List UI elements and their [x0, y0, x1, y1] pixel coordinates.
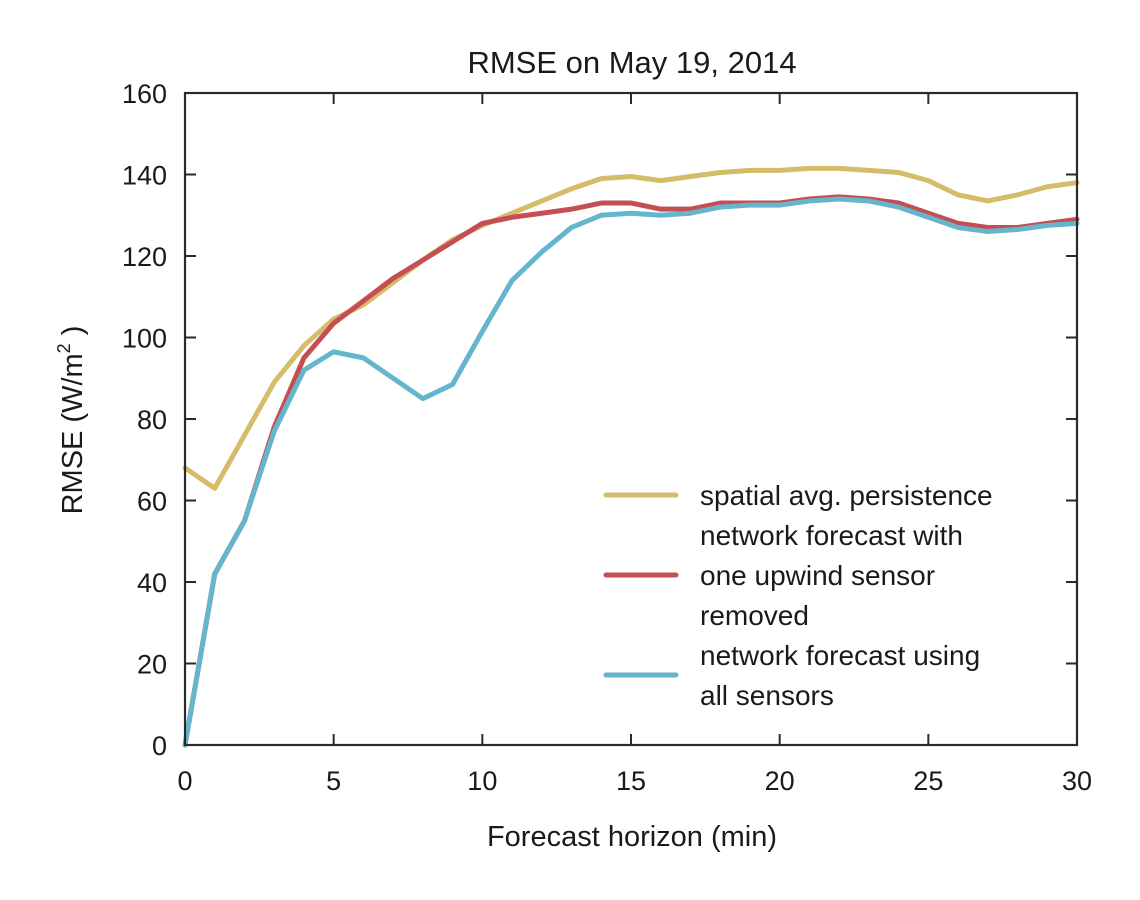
legend: spatial avg. persistence network forecast…: [603, 480, 993, 711]
x-tick-label: 30: [1062, 766, 1092, 796]
y-axis-label-main: RMSE (W/m: [57, 353, 89, 514]
x-tick-label: 10: [467, 766, 497, 796]
chart-title: RMSE on May 19, 2014: [467, 45, 796, 80]
legend-label-3: all sensors: [700, 680, 834, 711]
x-tick-label: 25: [913, 766, 943, 796]
legend-label-2: network forecast with: [700, 520, 963, 551]
y-axis-label-superscript: 2: [54, 343, 74, 353]
legend-label-2: removed: [700, 600, 809, 631]
legend-label-3: network forecast using: [700, 640, 980, 671]
series-line-1: [182, 165, 1080, 491]
y-tick-label: 100: [122, 324, 167, 354]
series-line-2: [182, 194, 1080, 748]
legend-label-2: one upwind sensor: [700, 560, 935, 591]
x-tick-label: 20: [765, 766, 795, 796]
y-tick-label: 60: [137, 487, 167, 517]
y-tick-label: 80: [137, 405, 167, 435]
x-tick-label: 15: [616, 766, 646, 796]
y-tick-label: 20: [137, 650, 167, 680]
x-axis-label: Forecast horizon (min): [487, 821, 777, 853]
x-axis-ticks: 0 5 10 15 20 25 30: [177, 93, 1092, 796]
y-tick-label: 120: [122, 242, 167, 272]
series-line-3: [182, 196, 1080, 748]
y-axis-label-suffix: ): [57, 326, 89, 344]
y-tick-label: 140: [122, 161, 167, 191]
x-tick-label: 0: [177, 766, 192, 796]
y-tick-label: 160: [122, 79, 167, 109]
y-axis-ticks: 0 20 40 60 80 100 120 140 160: [122, 79, 1077, 761]
y-tick-label: 40: [137, 568, 167, 598]
x-tick-label: 5: [326, 766, 341, 796]
y-tick-label: 0: [152, 731, 167, 761]
legend-label-1: spatial avg. persistence: [700, 480, 993, 511]
y-axis-label: RMSE (W/m2 ): [54, 326, 89, 515]
series-layer: [182, 165, 1080, 748]
